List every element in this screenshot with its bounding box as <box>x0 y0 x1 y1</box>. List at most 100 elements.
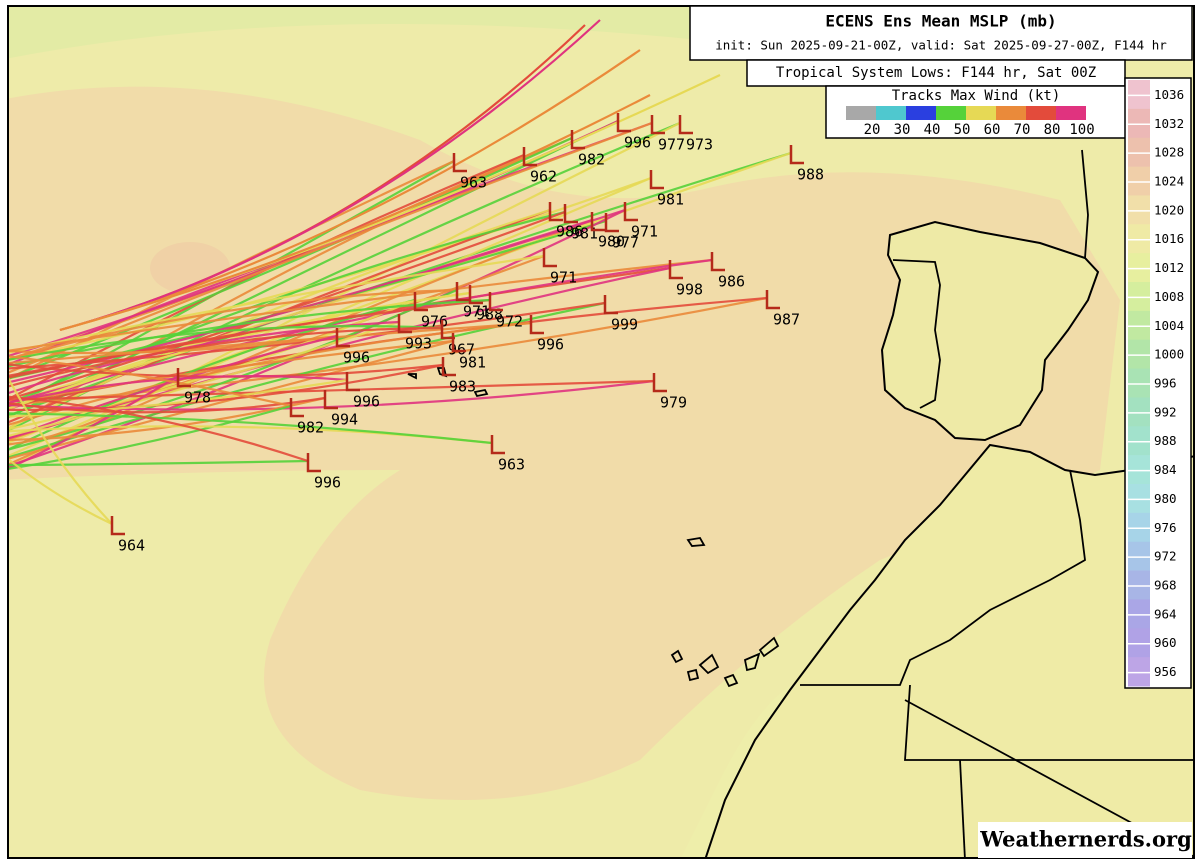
wind-color-box <box>846 106 876 120</box>
storm-track <box>7 326 443 388</box>
low-pressure-label: 977 <box>658 136 685 154</box>
low-barb <box>616 113 631 133</box>
storm-track <box>7 320 400 438</box>
low-pressure-label: 973 <box>686 136 713 154</box>
storm-track <box>7 355 292 408</box>
wind-label: 40 <box>924 122 941 138</box>
pressure-label: 976 <box>1154 520 1177 535</box>
pressure-colorbar: 1036 1032 1028 1024 1020 1016 1012 1008 1004 1000… <box>1128 80 1184 687</box>
storm-track <box>7 395 309 463</box>
pressure-color-cell <box>1128 455 1150 485</box>
low-barb <box>765 290 780 310</box>
low-pressure-label: 981 <box>657 191 684 209</box>
wind-color-box <box>966 106 996 120</box>
storm-track <box>7 377 113 525</box>
map-subtitle: init: Sun 2025-09-21-00Z, valid: Sat 202… <box>715 38 1167 53</box>
low-barb <box>452 153 467 173</box>
low-pressure-label: 998 <box>676 281 703 299</box>
pressure-label: 972 <box>1154 549 1177 564</box>
low-pressure-label: 987 <box>773 311 800 329</box>
storm-track <box>7 288 458 451</box>
pressure-label: 960 <box>1154 635 1177 650</box>
low-pressure-label: 981 <box>571 225 598 243</box>
pressure-label: 1004 <box>1154 318 1184 333</box>
storm-track <box>7 375 348 404</box>
wind-legend: 20 30 40 50 60 70 80 100 <box>846 106 1095 138</box>
low-barb <box>650 115 665 135</box>
low-barb <box>563 204 578 224</box>
low-pressure-label: 996 <box>314 474 341 492</box>
pressure-color-cell <box>1128 628 1150 658</box>
low-barb <box>570 130 585 150</box>
low-pressure-label: 971 <box>550 269 577 287</box>
low-pressure-label: 986 <box>556 223 583 241</box>
pressure-label: 1032 <box>1154 116 1184 131</box>
low-pressure-label: 996 <box>343 349 370 367</box>
low-pressure-label: 996 <box>537 336 564 354</box>
low-pressure-label: 978 <box>184 389 211 407</box>
wind-color-box <box>906 106 936 120</box>
low-pressure-label: 963 <box>498 456 525 474</box>
wind-label: 80 <box>1044 122 1061 138</box>
low-barb <box>668 260 683 280</box>
low-barb <box>455 282 470 302</box>
storm-track <box>7 254 545 354</box>
pressure-label: 1008 <box>1154 289 1184 304</box>
low-barb <box>789 145 804 165</box>
low-pressure-label: 996 <box>353 393 380 411</box>
pressure-label: 1028 <box>1154 145 1184 160</box>
pressure-label: 968 <box>1154 578 1177 593</box>
low-pressure-label: 972 <box>496 313 523 331</box>
storm-track <box>7 258 713 352</box>
storm-track <box>7 339 454 404</box>
low-barb <box>468 285 483 305</box>
pressure-label: 996 <box>1154 376 1177 391</box>
low-barb <box>488 292 503 312</box>
wind-label: 60 <box>984 122 1001 138</box>
pressure-label: 1012 <box>1154 260 1184 275</box>
low-pressure-label: 982 <box>297 419 324 437</box>
low-pressure-label: 983 <box>449 378 476 396</box>
pressure-label: 992 <box>1154 404 1177 419</box>
low-pressure-label: 993 <box>405 335 432 353</box>
low-barb <box>542 248 557 268</box>
storm-track <box>7 120 619 419</box>
storm-track <box>7 321 532 365</box>
low-pressure-label: 994 <box>331 411 358 429</box>
low-barb <box>522 147 537 167</box>
low-pressure-label: 979 <box>660 394 687 412</box>
low-pressure-label: 988 <box>797 166 824 184</box>
low-barb <box>345 372 360 392</box>
low-barb <box>397 314 412 334</box>
low-barb <box>623 202 638 222</box>
pressure-label: 956 <box>1154 664 1177 679</box>
wind-color-box <box>996 106 1026 120</box>
wind-label: 100 <box>1069 122 1094 138</box>
wind-label: 50 <box>954 122 971 138</box>
pressure-label: 988 <box>1154 433 1177 448</box>
pressure-label: 1036 <box>1154 87 1184 102</box>
storm-track <box>7 459 309 467</box>
low-barb <box>413 292 428 312</box>
pressure-label: 1024 <box>1154 174 1184 189</box>
low-barb <box>604 213 619 233</box>
low-barb <box>548 202 563 222</box>
low-barb <box>678 115 693 135</box>
low-pressure-label: 996 <box>624 134 651 152</box>
wind-color-box <box>1056 106 1086 120</box>
pressure-label: 980 <box>1154 491 1177 506</box>
map-frame <box>7 5 1195 859</box>
storm-track <box>7 291 471 410</box>
storm-track <box>7 301 606 370</box>
low-pressure-label: 964 <box>118 537 145 555</box>
low-pressure-label: 971 <box>631 223 658 241</box>
low-barb <box>306 453 321 473</box>
low-pressure-label: 967 <box>448 341 475 359</box>
pressure-color-cell <box>1128 397 1150 427</box>
pressure-color-cell <box>1128 253 1150 283</box>
storm-track <box>7 301 606 459</box>
low-barb <box>590 212 605 232</box>
